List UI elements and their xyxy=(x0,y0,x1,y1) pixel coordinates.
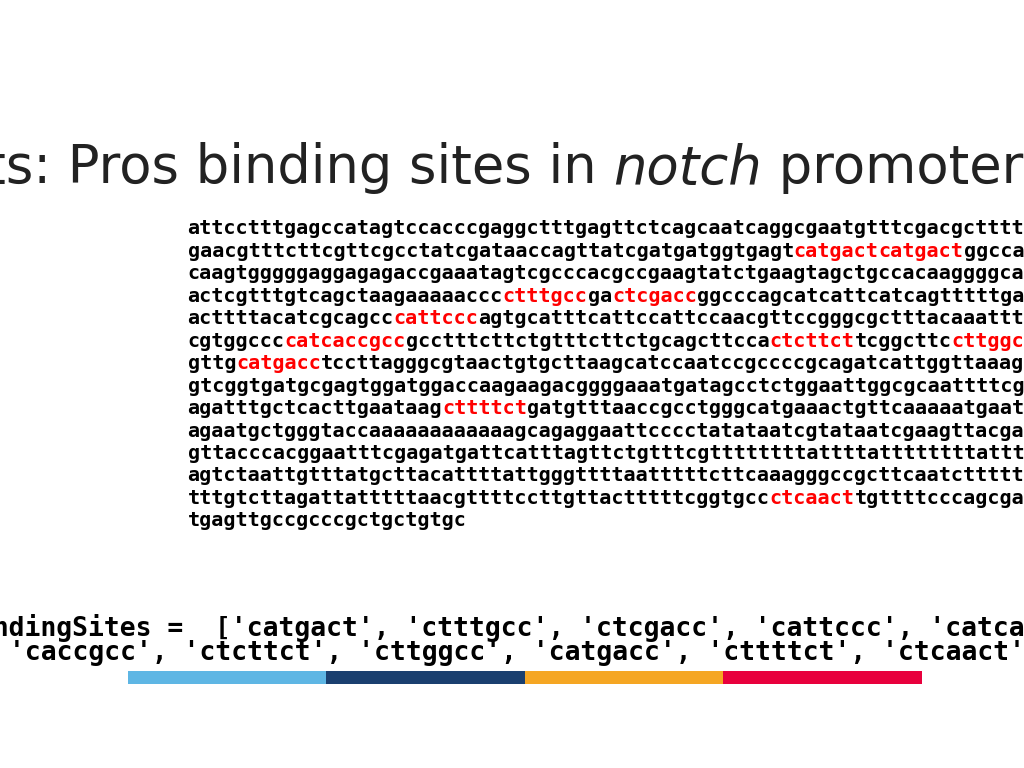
Text: tttgtcttagattatttttaacgttttccttgttactttttcggtgcc: tttgtcttagattatttttaacgttttccttgttactttt… xyxy=(187,489,769,508)
Text: catgact: catgact xyxy=(879,242,964,261)
Text: cgtggccc: cgtggccc xyxy=(187,332,285,351)
Text: ggccacgagc: ggccacgagc xyxy=(964,242,1024,261)
Bar xyxy=(723,670,922,684)
Text: ga: ga xyxy=(588,286,612,306)
Text: catcaccgcc: catcaccgcc xyxy=(285,332,406,351)
Text: acttttacatcgcagcc: acttttacatcgcagcc xyxy=(187,310,393,328)
Text: bindingSites =  ['catgact', 'ctttgcc', 'ctcgacc', 'cattccc', 'catcacc',: bindingSites = ['catgact', 'ctttgcc', 'c… xyxy=(0,614,1024,642)
Text: notch: notch xyxy=(613,142,762,194)
Text: 'caccgcc', 'ctcttct', 'cttggcc', 'catgacc', 'cttttct', 'ctcaact']: 'caccgcc', 'ctcttct', 'cttggcc', 'catgac… xyxy=(9,641,1024,667)
Text: agatttgctcacttgaataag: agatttgctcacttgaataag xyxy=(187,399,442,418)
Text: ctcaact: ctcaact xyxy=(769,489,854,508)
Text: ggcccagcatcattcatcagtttttgactgca: ggcccagcatcattcatcagtttttgactgca xyxy=(696,286,1024,306)
Bar xyxy=(327,670,524,684)
Text: promoter region: promoter region xyxy=(762,142,1024,194)
Text: catgacc: catgacc xyxy=(236,354,321,373)
Text: caagtgggggaggagagaccgaaatagtcgcccacgccgaagtatctgaagtagctgccacaaggggcaa: caagtgggggaggagagaccgaaatagtcgcccacgccga… xyxy=(187,264,1024,283)
Text: tgttttcccagcgaacaattttag: tgttttcccagcgaacaattttag xyxy=(854,489,1024,508)
Text: ctcgacc: ctcgacc xyxy=(612,286,696,306)
Text: gatgtttaaccgcctgggcatgaaactgttcaaaaatgaatggatga: gatgtttaaccgcctgggcatgaaactgttcaaaaatgaa… xyxy=(527,399,1024,418)
Text: gttacccacggaatttcgagatgattcatttagttctgtttcgttttttttattttattttttttatttttttttttttg: gttacccacggaatttcgagatgattcatttagttctgtt… xyxy=(187,444,1024,463)
Text: gcctttcttctgtttcttctgcagcttcca: gcctttcttctgtttcttctgcagcttcca xyxy=(406,332,769,351)
Text: actcgtttgtcagctaagaaaaaccc: actcgtttgtcagctaagaaaaaccc xyxy=(187,286,503,306)
Text: gaacgtttcttcgttcgcctatcgataaccagttatcgatgatggtgagt: gaacgtttcttcgttcgcctatcgataaccagttatcgat… xyxy=(187,242,794,261)
Text: tgagttgccgcccgctgctgtgc: tgagttgccgcccgctgctgtgc xyxy=(187,511,466,531)
Text: tccttagggcgtaactgtgcttaagcatccaatccgccccgcagatcattggttaaagaattg: tccttagggcgtaactgtgcttaagcatccaatccgcccc… xyxy=(321,354,1024,373)
Text: agtgcatttcattccattccaacgttccgggcgctttacaaatttaaagat: agtgcatttcattccattccaacgttccgggcgctttaca… xyxy=(478,310,1024,328)
Text: cttttct: cttttct xyxy=(442,399,527,418)
Text: gttg: gttg xyxy=(187,354,236,373)
Text: agaatgctgggtaccaaaaaaaaaaaagcagaggaattcccctatataatcgtataatcgaagttacgatag: agaatgctgggtaccaaaaaaaaaaaagcagaggaattcc… xyxy=(187,422,1024,441)
Bar xyxy=(128,670,327,684)
Text: cttggcc: cttggcc xyxy=(951,332,1024,351)
Text: catgact: catgact xyxy=(794,242,879,261)
Bar xyxy=(524,670,723,684)
Text: attcctttgagccatagtccacccgaggctttgagttctcagcaatcaggcgaatgtttcgacgcttttcgatga: attcctttgagccatagtccacccgaggctttgagttctc… xyxy=(187,220,1024,238)
Text: ctttgcc: ctttgcc xyxy=(503,286,588,306)
Text: ctcttct: ctcttct xyxy=(769,332,854,351)
Text: agtctaattgtttatgcttacattttattgggttttaatttttcttcaaagggccgcttcaatctttttcctctttgtg: agtctaattgtttatgcttacattttattgggttttaatt… xyxy=(187,466,1024,485)
Text: cattccc: cattccc xyxy=(393,310,478,328)
Text: gtcggtgatgcgagtggatggaccaagaagacggggaaatgatagcctctggaattggcgcaattttcgccg: gtcggtgatgcgagtggatggaccaagaagacggggaaat… xyxy=(187,376,1024,396)
Text: Results: Pros binding sites in: Results: Pros binding sites in xyxy=(0,142,613,194)
Text: tcggcttc: tcggcttc xyxy=(854,332,951,351)
